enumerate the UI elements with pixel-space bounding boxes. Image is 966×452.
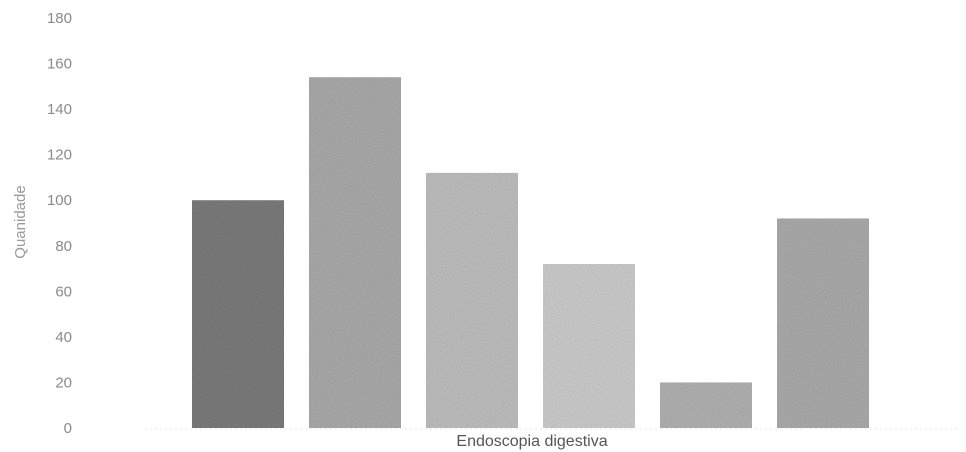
y-axis: 0 20 40 60 80 100 120 140 160 180 <box>47 10 960 437</box>
y-tick-label: 180 <box>47 10 72 27</box>
bar <box>777 218 869 428</box>
bar <box>660 382 752 428</box>
y-tick-label: 0 <box>64 420 72 437</box>
bar <box>543 264 635 428</box>
y-tick-label: 80 <box>55 238 72 255</box>
y-tick-label: 60 <box>55 283 72 300</box>
bars <box>192 77 869 428</box>
bar <box>192 200 284 428</box>
y-axis-title: Quanidade <box>12 185 29 258</box>
y-tick-label: 160 <box>47 56 72 73</box>
y-tick-label: 20 <box>55 374 72 391</box>
y-tick-label: 40 <box>55 329 72 346</box>
y-tick-label: 100 <box>47 192 72 209</box>
bar <box>426 172 518 428</box>
bar <box>309 77 401 428</box>
y-tick-label: 120 <box>47 147 72 164</box>
x-axis-title: Endoscopia digestiva <box>456 433 607 450</box>
y-tick-label: 140 <box>47 101 72 118</box>
